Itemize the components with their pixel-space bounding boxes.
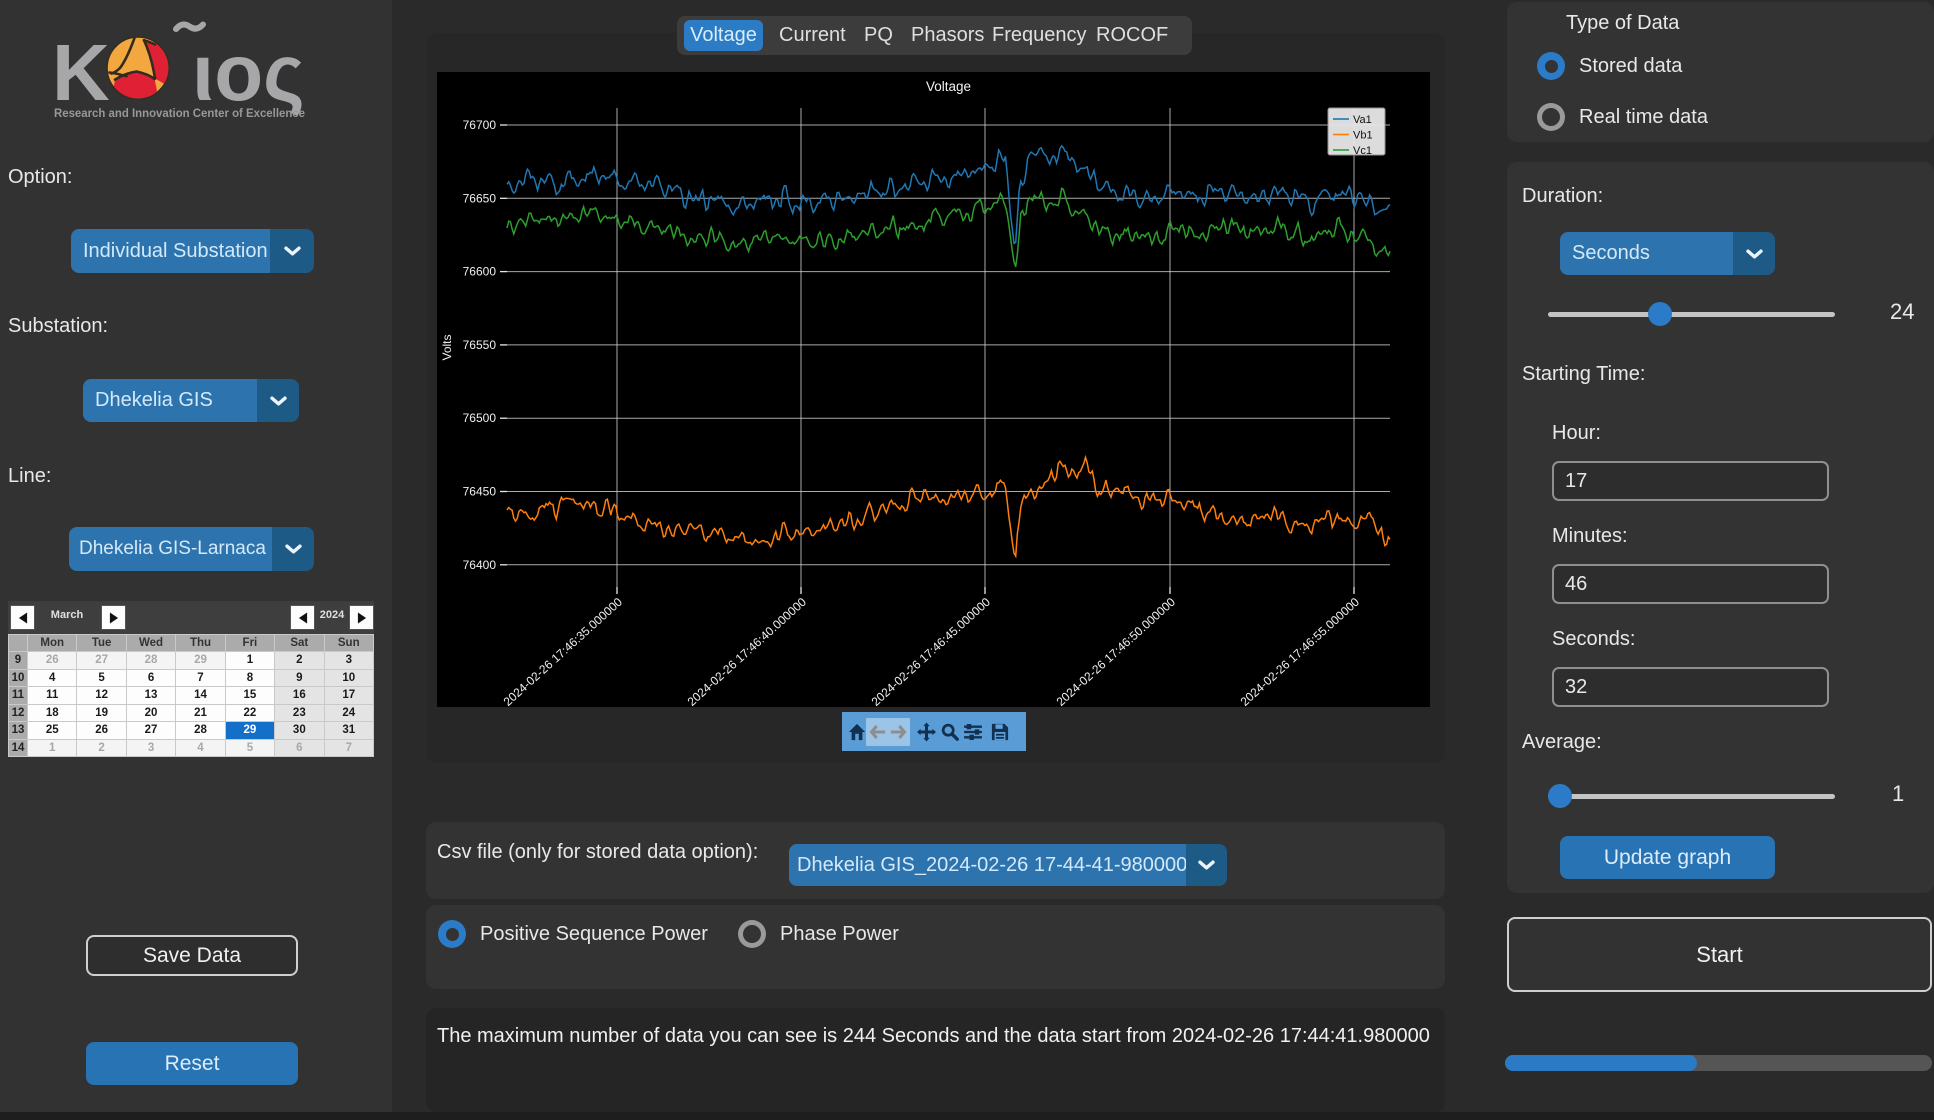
- svg-text:Vc1: Vc1: [1353, 145, 1372, 157]
- svg-text:76700: 76700: [463, 118, 497, 132]
- svg-text:Volts: Volts: [440, 334, 454, 360]
- svg-text:Vb1: Vb1: [1353, 130, 1373, 142]
- svg-text:Voltage: Voltage: [926, 79, 971, 94]
- svg-text:2024-02-26 17:46:45.000000: 2024-02-26 17:46:45.000000: [869, 595, 994, 707]
- svg-text:2024-02-26 17:46:40.000000: 2024-02-26 17:46:40.000000: [685, 595, 810, 707]
- svg-text:76400: 76400: [463, 558, 497, 572]
- svg-text:76500: 76500: [463, 411, 497, 425]
- svg-text:2024-02-26 17:46:50.000000: 2024-02-26 17:46:50.000000: [1054, 595, 1179, 707]
- svg-text:K: K: [52, 28, 110, 117]
- svg-text:Research and Innovation Center: Research and Innovation Center of Excell…: [54, 108, 305, 120]
- svg-text:Va1: Va1: [1353, 114, 1372, 126]
- svg-text:76550: 76550: [463, 338, 497, 352]
- svg-text:ιος: ιος: [192, 28, 305, 117]
- svg-text:76650: 76650: [463, 191, 497, 205]
- svg-text:2024-02-26 17:46:35.000000: 2024-02-26 17:46:35.000000: [501, 595, 626, 707]
- svg-text:76450: 76450: [463, 485, 497, 499]
- svg-text:2024-02-26 17:46:55.000000: 2024-02-26 17:46:55.000000: [1238, 595, 1363, 707]
- svg-text:76600: 76600: [463, 265, 497, 279]
